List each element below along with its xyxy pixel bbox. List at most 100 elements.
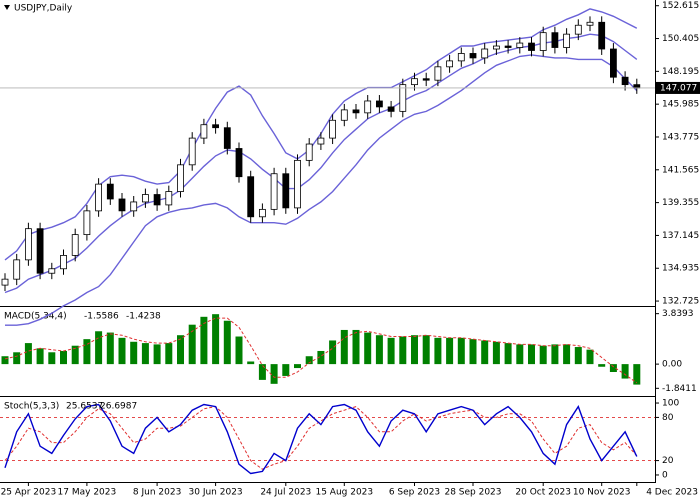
candle-body <box>71 234 79 256</box>
x-tick-label: 15 Aug 2023 <box>315 488 373 498</box>
candle-body <box>83 210 91 236</box>
macd-bar <box>188 324 196 365</box>
y-tick-label: 134.935 <box>662 264 699 274</box>
macd-bar <box>177 335 184 365</box>
candle-body <box>1 278 9 286</box>
y-tick-label: 137.145 <box>662 231 699 241</box>
stoch-k-value: 25.6537 <box>66 402 103 412</box>
macd-bar <box>1 356 9 365</box>
macd-bar <box>621 364 629 379</box>
x-tick-label: 17 May 2023 <box>58 488 117 498</box>
symbol-menu-icon[interactable] <box>4 5 10 10</box>
candle-body <box>481 48 489 59</box>
macd-bar <box>130 341 138 365</box>
candle-body <box>528 42 535 51</box>
candle-body <box>223 127 231 149</box>
macd-bar <box>633 364 641 385</box>
y-tick-label: 139.355 <box>662 198 699 208</box>
macd-bar <box>551 344 559 365</box>
candle-body <box>305 143 313 161</box>
candle-body <box>364 100 372 114</box>
y-tick-label: 148.195 <box>662 67 699 77</box>
macd-bar <box>200 316 208 365</box>
macd-bar <box>411 335 418 365</box>
macd-bar <box>469 339 477 365</box>
candle-body <box>48 268 56 274</box>
y-tick-label: 20 <box>662 456 674 466</box>
macd-bar <box>563 344 571 365</box>
macd-bar <box>457 337 465 365</box>
candle-body <box>235 148 243 178</box>
y-tick-label: 0 <box>662 470 668 480</box>
macd-bar <box>364 332 372 365</box>
macd-bar <box>399 336 407 365</box>
x-tick-label: 24 Jul 2023 <box>260 488 311 498</box>
candle-body <box>399 84 407 112</box>
macd-bar <box>387 337 395 365</box>
macd-bar <box>375 335 383 365</box>
macd-bar <box>141 343 149 365</box>
macd-bar <box>305 356 313 365</box>
y-tick-label: 132.725 <box>662 297 699 307</box>
candle-body <box>504 45 512 48</box>
macd-bar <box>340 329 348 365</box>
y-tick-label: 80 <box>662 413 674 423</box>
current-price-label: 147.077 <box>660 83 697 93</box>
candle-body <box>422 78 430 81</box>
macd-signal-value: -1.4238 <box>126 312 161 322</box>
macd-bar <box>586 349 594 365</box>
y-tick-label: 145.985 <box>662 100 699 110</box>
candle-body <box>13 259 21 280</box>
candle-body <box>551 32 559 48</box>
candle-body <box>24 228 32 261</box>
candle-body <box>586 21 594 26</box>
candle-body <box>352 109 360 114</box>
macd-bar <box>13 352 21 365</box>
macd-bar <box>83 339 91 365</box>
candle-body <box>60 255 67 270</box>
candle-body <box>200 124 208 139</box>
candle-body <box>387 106 395 112</box>
macd-bar <box>609 364 617 373</box>
candle-body <box>469 53 477 59</box>
y-tick-label: 3.8393 <box>662 309 694 319</box>
macd-bar <box>223 320 231 365</box>
candle-body <box>492 45 500 50</box>
candle-body <box>329 119 337 139</box>
candle-body <box>434 66 442 81</box>
macd-bar <box>492 341 500 365</box>
candle-body <box>282 173 290 209</box>
macd-bar <box>36 348 44 365</box>
candle-body <box>177 164 184 192</box>
stoch-k <box>4 403 638 475</box>
candle-body <box>95 183 102 212</box>
candle-body <box>633 84 641 89</box>
candle-body <box>247 176 255 218</box>
y-tick-label: 143.775 <box>662 132 699 142</box>
candle-body <box>446 60 454 68</box>
x-tick-label: 30 Jun 2023 <box>189 488 243 498</box>
macd-bar <box>258 364 266 380</box>
candle-body <box>118 198 126 212</box>
macd-value: -1.5586 <box>84 312 119 322</box>
current-price-box <box>656 81 700 94</box>
macd-bar <box>24 343 32 365</box>
y-tick-label: 141.565 <box>662 165 699 175</box>
stoch-title: Stoch(5,3,3) <box>4 402 59 412</box>
x-tick-label: 8 Jun 2023 <box>133 488 181 498</box>
candle-body <box>516 42 524 48</box>
macd-bar <box>48 352 56 365</box>
macd-bar <box>574 347 582 365</box>
macd-bar <box>212 314 220 365</box>
candle-body <box>212 124 220 129</box>
macd-bar <box>247 361 255 365</box>
y-tick-label: 0.00 <box>662 360 682 370</box>
macd-bar <box>598 364 606 367</box>
macd-bar <box>481 340 489 365</box>
macd-bar <box>422 335 430 365</box>
candle-body <box>563 33 570 48</box>
y-tick-label: 100 <box>662 399 679 409</box>
